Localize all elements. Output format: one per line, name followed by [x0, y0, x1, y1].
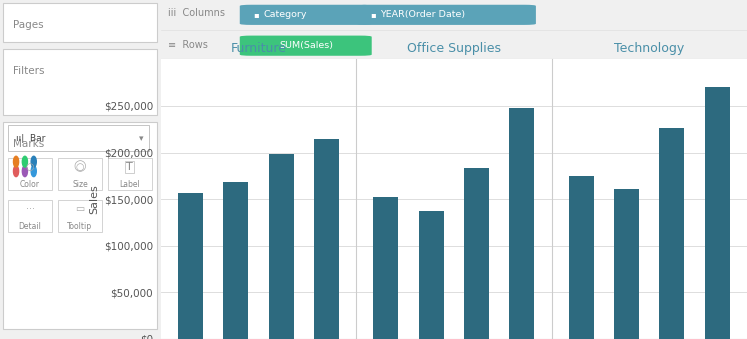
FancyBboxPatch shape: [3, 122, 158, 329]
Text: ○: ○: [125, 162, 134, 172]
Text: ▾: ▾: [139, 134, 143, 143]
Text: ◯: ◯: [74, 161, 86, 173]
Bar: [509, 108, 535, 339]
FancyBboxPatch shape: [58, 200, 102, 232]
Text: Marks: Marks: [13, 139, 44, 149]
Bar: [223, 182, 248, 339]
Text: iii  Columns: iii Columns: [167, 8, 225, 18]
FancyBboxPatch shape: [8, 125, 149, 151]
Text: ıı|  Bar: ıı| Bar: [16, 134, 46, 143]
Text: SUM(Sales): SUM(Sales): [279, 41, 333, 50]
Title: Technology: Technology: [614, 42, 684, 55]
Text: Filters: Filters: [13, 66, 44, 76]
Text: YEAR(Order Date): YEAR(Order Date): [380, 10, 465, 19]
FancyBboxPatch shape: [3, 49, 158, 115]
Bar: [373, 197, 398, 339]
Text: ···: ···: [25, 204, 34, 214]
Title: Office Supplies: Office Supplies: [407, 42, 500, 55]
Text: Color: Color: [20, 180, 40, 188]
Text: Pages: Pages: [13, 20, 43, 30]
Circle shape: [13, 166, 19, 177]
Bar: [269, 155, 294, 339]
FancyBboxPatch shape: [240, 36, 372, 56]
Circle shape: [13, 156, 19, 167]
Text: Tooltip: Tooltip: [67, 222, 93, 231]
Circle shape: [31, 156, 37, 167]
FancyBboxPatch shape: [8, 200, 52, 232]
FancyBboxPatch shape: [108, 158, 152, 190]
Bar: [614, 189, 639, 339]
FancyBboxPatch shape: [8, 158, 52, 190]
Title: Furniture: Furniture: [230, 42, 286, 55]
Text: Label: Label: [120, 180, 140, 188]
Text: Category: Category: [263, 10, 307, 19]
FancyBboxPatch shape: [3, 3, 158, 42]
Bar: [568, 176, 594, 339]
Bar: [660, 128, 684, 339]
Text: ○: ○: [26, 162, 34, 172]
FancyBboxPatch shape: [240, 5, 372, 25]
Text: Detail: Detail: [19, 222, 42, 231]
Bar: [418, 211, 444, 339]
Bar: [705, 87, 730, 339]
Text: ○: ○: [75, 162, 84, 172]
FancyBboxPatch shape: [357, 5, 536, 25]
Circle shape: [31, 166, 37, 177]
Text: ▪: ▪: [253, 10, 259, 19]
Text: Size: Size: [72, 180, 88, 188]
Text: ≡  Rows: ≡ Rows: [167, 40, 208, 50]
Text: ▭: ▭: [75, 204, 84, 214]
Text: T: T: [126, 162, 133, 172]
Text: ▪: ▪: [371, 10, 376, 19]
Bar: [314, 139, 339, 339]
Circle shape: [22, 166, 28, 177]
Bar: [464, 168, 489, 339]
Bar: [178, 193, 202, 339]
Circle shape: [22, 156, 28, 167]
Y-axis label: Sales: Sales: [90, 184, 99, 214]
FancyBboxPatch shape: [58, 158, 102, 190]
